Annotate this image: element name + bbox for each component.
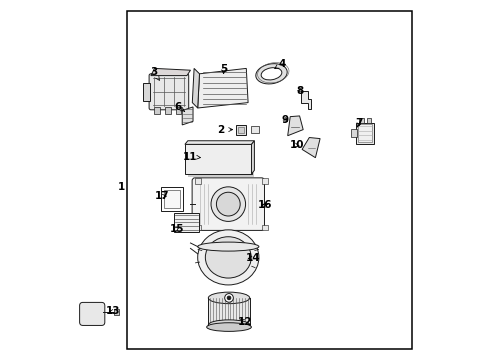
Polygon shape [251,141,254,174]
Bar [160,187,183,211]
Ellipse shape [255,64,286,84]
Bar [356,123,373,144]
Text: 11: 11 [182,152,200,162]
Bar [176,107,181,114]
FancyBboxPatch shape [149,74,188,110]
Polygon shape [287,116,303,136]
Ellipse shape [208,320,249,330]
Bar [142,83,150,101]
Circle shape [216,192,240,216]
FancyBboxPatch shape [192,178,264,230]
Circle shape [224,293,233,302]
Bar [184,144,251,174]
Bar [208,298,249,325]
Polygon shape [302,138,320,158]
Text: 10: 10 [289,140,304,150]
Text: 13: 13 [106,306,121,316]
Circle shape [227,296,230,300]
Text: 3: 3 [150,67,159,80]
Text: 12: 12 [238,317,252,327]
Polygon shape [184,141,254,144]
Polygon shape [182,107,193,125]
Ellipse shape [197,230,258,285]
Polygon shape [192,68,199,108]
Bar [163,190,180,208]
Bar [187,148,254,177]
Bar [154,107,160,114]
Bar [173,212,199,233]
Text: 16: 16 [258,200,272,210]
Ellipse shape [206,323,251,331]
Text: 2: 2 [217,125,232,135]
Bar [195,225,201,230]
Bar [359,118,363,123]
Text: 5: 5 [220,64,227,75]
Bar [195,178,201,184]
Polygon shape [197,68,247,108]
Polygon shape [151,68,190,76]
Ellipse shape [205,237,251,278]
Text: 15: 15 [169,224,183,234]
Polygon shape [301,91,311,109]
Text: 9: 9 [281,114,288,125]
Text: 6: 6 [174,102,184,112]
Bar [114,309,119,315]
Text: 7: 7 [355,118,362,128]
Text: 1: 1 [118,182,125,192]
Text: 14: 14 [245,253,260,263]
Bar [165,107,170,114]
Text: 4: 4 [274,59,285,69]
Bar [357,124,371,142]
Bar [250,126,258,133]
Bar [261,225,267,230]
Bar [238,127,244,133]
Bar [366,118,370,123]
Ellipse shape [197,242,258,251]
Ellipse shape [208,292,249,304]
Circle shape [211,187,245,221]
Bar [236,125,246,135]
Bar [261,178,267,184]
Text: 8: 8 [296,86,304,96]
FancyBboxPatch shape [80,302,104,325]
Bar [351,129,356,137]
Ellipse shape [261,68,281,80]
Text: 17: 17 [155,191,169,201]
Bar [127,11,411,349]
